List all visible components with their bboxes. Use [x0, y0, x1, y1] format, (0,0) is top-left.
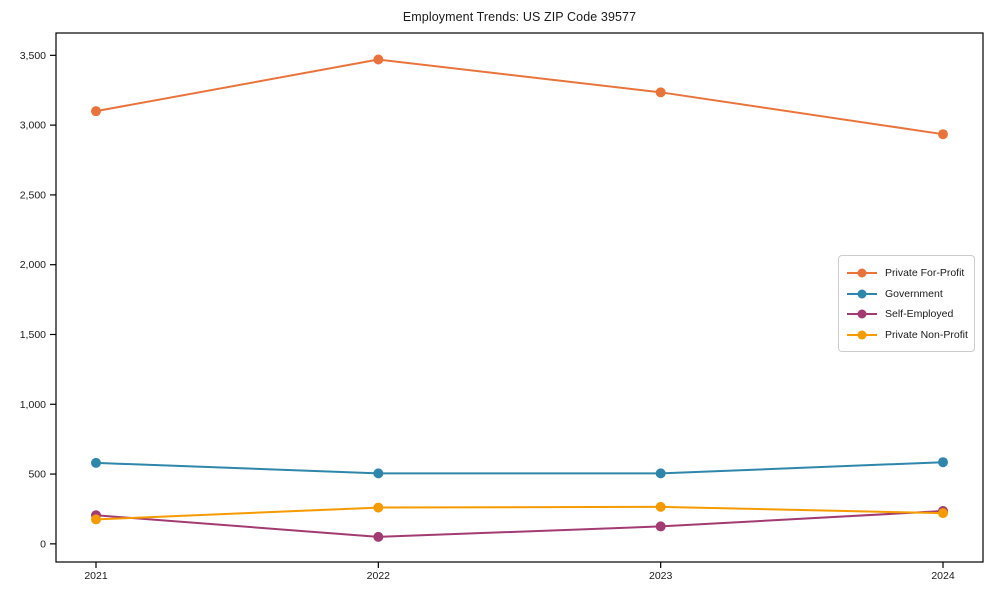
- legend-dot-icon: [857, 268, 867, 278]
- legend: Private For-Profit Government Self-Emplo…: [838, 255, 975, 352]
- svg-text:3,000: 3,000: [20, 120, 46, 132]
- svg-text:2023: 2023: [649, 570, 673, 582]
- svg-text:2,000: 2,000: [20, 259, 46, 271]
- legend-item-private-non-profit: Private Non-Profit: [847, 325, 968, 345]
- svg-text:2021: 2021: [84, 570, 108, 582]
- legend-marker-icon: [847, 309, 877, 319]
- svg-text:2024: 2024: [931, 570, 955, 582]
- svg-text:500: 500: [28, 469, 46, 481]
- legend-item-private-for-profit: Private For-Profit: [847, 263, 965, 283]
- chart-title: Employment Trends: US ZIP Code 39577: [402, 10, 637, 24]
- svg-text:3,500: 3,500: [20, 50, 46, 62]
- svg-text:2022: 2022: [367, 570, 391, 582]
- legend-label: Private For-Profit: [885, 267, 965, 279]
- legend-item-self-employed: Self-Employed: [847, 304, 965, 324]
- legend-label: Private Non-Profit: [885, 328, 968, 341]
- legend-label: Government: [885, 287, 943, 300]
- svg-text:0: 0: [40, 538, 46, 550]
- legend-label: Self-Employed: [885, 308, 954, 321]
- legend-marker-icon: [847, 289, 877, 299]
- svg-text:1,500: 1,500: [20, 329, 46, 341]
- legend-marker-icon: [847, 330, 877, 340]
- legend-dot-icon: [857, 330, 867, 340]
- legend-item-government: Government: [847, 284, 965, 304]
- svg-text:2,500: 2,500: [20, 189, 46, 201]
- legend-dot-icon: [857, 309, 867, 319]
- legend-marker-icon: [847, 268, 877, 278]
- legend-dot-icon: [857, 289, 867, 299]
- svg-text:1,000: 1,000: [20, 399, 46, 411]
